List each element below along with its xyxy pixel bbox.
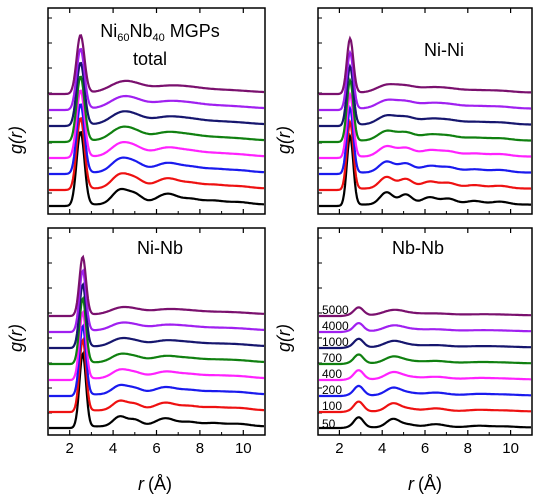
- panel-ni-nb-title: Ni-Nb: [137, 238, 183, 258]
- curve-5000: [49, 34, 264, 96]
- x-tick-label: 4: [109, 440, 117, 457]
- curve-5000: [319, 306, 531, 318]
- x-tick-label: 8: [196, 440, 204, 457]
- ylabel-bottom-right: g(r): [274, 324, 294, 352]
- curve-4000: [319, 49, 531, 112]
- curve-50: [319, 416, 531, 430]
- curve-5000: [49, 254, 265, 318]
- panel-total: [47, 7, 266, 215]
- series-label-400: 400: [322, 367, 342, 381]
- curve-100: [319, 400, 531, 414]
- ylabel-top-text: g(r): [6, 126, 26, 154]
- curve-100: [319, 118, 532, 192]
- curve-1000: [49, 61, 264, 128]
- ylabel-top: g(r): [6, 126, 26, 154]
- xlabel-left-main: r: [138, 474, 145, 494]
- curve-200: [49, 103, 265, 176]
- x-tick-label: 6: [421, 440, 429, 457]
- curve-1000: [319, 337, 531, 350]
- xlabel-left-unit: (Å): [148, 474, 172, 494]
- curve-700: [319, 77, 531, 144]
- curve-200: [319, 384, 531, 398]
- curve-4000: [49, 47, 264, 112]
- ylabel-bottom-right-text: g(r): [274, 324, 294, 352]
- series-label-1000: 1000: [322, 335, 349, 349]
- curve-50: [319, 132, 531, 208]
- curve-100: [49, 337, 264, 414]
- panel-ni-ni: [317, 7, 533, 215]
- curve-5000: [319, 35, 531, 96]
- ylabel-top-right-text: g(r): [274, 126, 294, 154]
- series-label-700: 700: [322, 351, 342, 365]
- curve-400: [319, 369, 531, 382]
- curve-1000: [319, 63, 531, 128]
- series-label-200: 200: [322, 383, 342, 397]
- curve-400: [319, 90, 531, 160]
- curve-400: [49, 89, 264, 160]
- xlabel-right: r (Å): [408, 474, 442, 494]
- curve-700: [49, 75, 265, 144]
- curve-200: [49, 323, 265, 398]
- series-label-5000: 5000: [322, 303, 349, 317]
- ylabel-top-right: g(r): [274, 126, 294, 154]
- series-labels: 50 100 200 400 700 1000 4000 5000: [322, 303, 349, 431]
- x-tick-label: 10: [502, 440, 519, 457]
- curve-200: [319, 104, 531, 176]
- x-tick-label: 2: [335, 440, 343, 457]
- panel-total-subtitle: total: [133, 49, 167, 69]
- panel-nb-nb-title: Nb-Nb: [392, 238, 444, 258]
- series-label-50: 50: [322, 417, 336, 431]
- curve-50: [49, 131, 264, 208]
- curve-700: [319, 353, 532, 366]
- x-tick-label: 8: [464, 440, 472, 457]
- panel-nb-nb: 2 4 6 8 10: [317, 227, 533, 457]
- x-tick-label: 2: [66, 440, 74, 457]
- x-tick-label: 10: [235, 440, 252, 457]
- series-label-100: 100: [322, 399, 342, 413]
- curve-1000: [49, 282, 264, 350]
- panel-total-title: Ni60Nb40 MGPs: [100, 21, 220, 44]
- curve-50: [49, 350, 264, 430]
- curve-100: [49, 117, 264, 192]
- ylabel-bottom: g(r): [6, 324, 26, 352]
- x-tick-label: 6: [152, 440, 160, 457]
- x-tick-label: 4: [378, 440, 386, 457]
- xlabel-right-unit: (Å): [418, 474, 442, 494]
- ylabel-bottom-text: g(r): [6, 324, 26, 352]
- curve-700: [49, 295, 265, 366]
- curve-400: [49, 309, 264, 382]
- xlabel-right-main: r: [408, 474, 415, 494]
- panel-ni-ni-title: Ni-Ni: [424, 40, 464, 60]
- curve-4000: [319, 321, 531, 334]
- xlabel-left: r (Å): [138, 474, 172, 494]
- series-label-4000: 4000: [322, 319, 349, 333]
- curve-4000: [49, 268, 264, 334]
- panel-ni-nb: 2 4 6 8 10: [47, 227, 266, 457]
